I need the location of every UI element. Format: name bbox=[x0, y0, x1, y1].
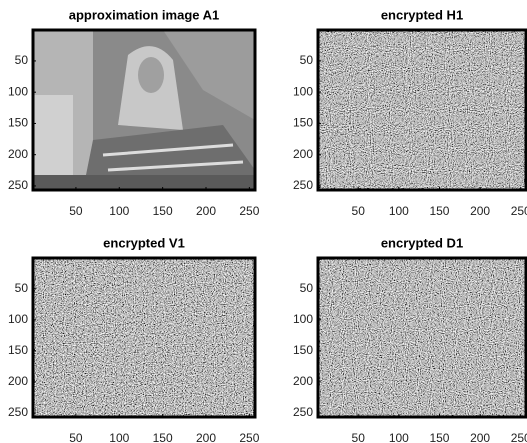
y-tick-label: 100 bbox=[293, 84, 313, 98]
x-tick-label: 200 bbox=[470, 431, 490, 443]
x-tick-label: 200 bbox=[470, 204, 490, 218]
y-tick-label: 50 bbox=[300, 281, 314, 295]
y-tick-label: 200 bbox=[8, 374, 28, 388]
x-tick-label: 250 bbox=[511, 431, 527, 443]
x-tick-label: 250 bbox=[511, 204, 527, 218]
x-tick-label: 100 bbox=[389, 204, 409, 218]
y-tick-label: 50 bbox=[15, 53, 29, 67]
y-tick-label: 150 bbox=[293, 343, 313, 357]
image-floor bbox=[33, 175, 255, 190]
y-tick-label: 150 bbox=[8, 343, 28, 357]
x-tick-label: 150 bbox=[429, 431, 449, 443]
x-tick-label: 200 bbox=[196, 204, 216, 218]
image-face bbox=[138, 57, 164, 93]
page: approximation image A1 50 100 150 200 250 50 10… bbox=[0, 0, 527, 443]
axes-title: encrypted V1 bbox=[103, 235, 185, 250]
x-tick-label: 150 bbox=[429, 204, 449, 218]
x-tick-label: 100 bbox=[109, 204, 129, 218]
x-tick-label: 100 bbox=[109, 431, 129, 443]
axes-title: approximation image A1 bbox=[69, 7, 220, 22]
x-tick-label: 250 bbox=[239, 204, 259, 218]
figure: approximation image A1 50 100 150 200 250 50 10… bbox=[0, 0, 527, 443]
y-tick-label: 50 bbox=[15, 281, 29, 295]
x-tick-label: 50 bbox=[352, 204, 366, 218]
image-noise bbox=[33, 258, 255, 417]
y-tick-label: 200 bbox=[8, 147, 28, 161]
image-noise bbox=[318, 30, 526, 190]
y-tick-label: 150 bbox=[8, 116, 28, 130]
y-tick-label: 100 bbox=[293, 312, 313, 326]
y-tick-label: 250 bbox=[8, 405, 28, 419]
y-tick-label: 100 bbox=[8, 84, 28, 98]
image-noise bbox=[318, 258, 526, 417]
image-content bbox=[33, 30, 255, 190]
y-tick-label: 200 bbox=[293, 374, 313, 388]
x-tick-label: 250 bbox=[239, 431, 259, 443]
y-tick-label: 100 bbox=[8, 312, 28, 326]
axes-title: encrypted D1 bbox=[381, 235, 463, 250]
x-tick-label: 50 bbox=[352, 431, 366, 443]
x-tick-label: 50 bbox=[69, 204, 83, 218]
x-tick-label: 150 bbox=[153, 204, 173, 218]
axes-title: encrypted H1 bbox=[381, 7, 463, 22]
y-tick-label: 250 bbox=[293, 405, 313, 419]
x-tick-label: 100 bbox=[389, 431, 409, 443]
x-tick-label: 150 bbox=[153, 431, 173, 443]
x-tick-label: 200 bbox=[196, 431, 216, 443]
x-tick-label: 50 bbox=[69, 431, 83, 443]
y-tick-label: 50 bbox=[300, 53, 314, 67]
y-tick-label: 150 bbox=[293, 116, 313, 130]
y-tick-label: 250 bbox=[8, 178, 28, 192]
y-tick-label: 250 bbox=[293, 178, 313, 192]
y-tick-label: 200 bbox=[293, 147, 313, 161]
